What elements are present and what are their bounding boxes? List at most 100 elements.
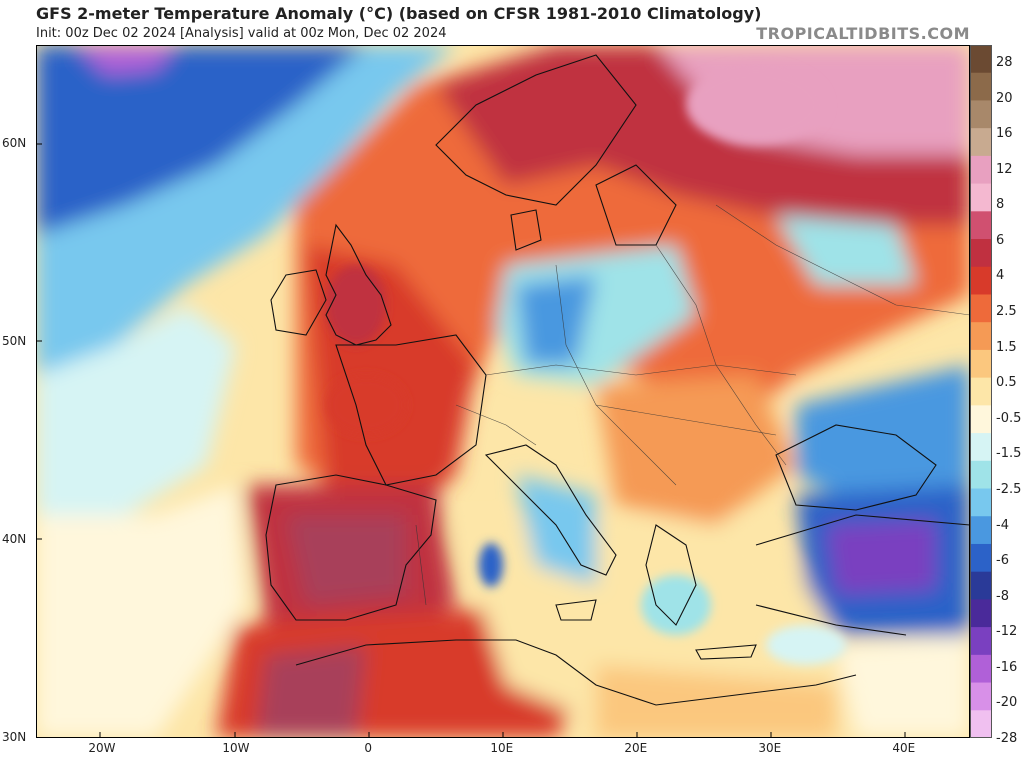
balkans-warm <box>596 375 796 525</box>
colorbar-label: -28 <box>996 731 1018 746</box>
colorbar-swatch <box>970 516 992 545</box>
colorbar-swatch <box>970 239 992 268</box>
norway-coast <box>435 54 637 206</box>
denmark-coast <box>510 209 542 251</box>
black-sea-cool <box>796 365 970 505</box>
colorbar-label: -12 <box>996 624 1018 640</box>
ireland-coast <box>270 269 327 336</box>
lon-label-0: 0 <box>364 741 372 755</box>
greece-cool-cell <box>641 575 711 635</box>
lon-label-10w: 10W <box>222 741 250 755</box>
colorbar-swatch <box>970 155 992 185</box>
lon-label-10e: 10E <box>490 741 514 755</box>
colorbar-label: -20 <box>996 695 1018 711</box>
greece-coast <box>645 524 697 626</box>
colorbar-label: 12 <box>996 161 1013 177</box>
black-sea-coast <box>775 424 937 511</box>
anomaly-map <box>36 45 970 738</box>
colorbar-swatch <box>970 183 992 212</box>
map-panel <box>36 45 970 738</box>
colorbar-swatch <box>970 266 992 296</box>
border-line-5 <box>595 404 777 436</box>
colorbar-label: -2.5 <box>996 481 1022 497</box>
central-europe-cold <box>516 275 596 365</box>
lat-label-40n: 40N <box>2 532 27 546</box>
colorbar-swatch <box>970 488 992 517</box>
colorbar-swatch <box>970 294 992 323</box>
colorbar-label: -0.5 <box>996 410 1022 426</box>
colorbar-label: -6 <box>996 553 1009 569</box>
colorbar-swatch <box>970 322 992 351</box>
anatolia-coldest <box>826 520 936 595</box>
middle-east-mild <box>836 635 970 738</box>
colorbar-label: 6 <box>996 232 1005 248</box>
colorbar-swatch <box>970 627 992 656</box>
sicily-coast <box>555 599 597 621</box>
colorbar <box>970 45 992 738</box>
colorbar-swatch <box>970 100 992 129</box>
greenland-coldest-region <box>76 45 176 75</box>
border-line-4 <box>715 204 970 316</box>
lon-label-20e: 20E <box>624 741 648 755</box>
cyprus-cool-cell <box>766 625 846 665</box>
chart-title: GFS 2-meter Temperature Anomaly (°C) (ba… <box>36 4 762 23</box>
colorbar-swatch <box>970 45 992 74</box>
brand-watermark: TROPICALTIDBITS.COM <box>756 24 970 43</box>
iberia-coast <box>265 474 437 621</box>
anomaly-detail <box>326 65 846 665</box>
borders <box>415 204 970 606</box>
colorbar-swatch <box>970 543 992 573</box>
colorbar-label: 20 <box>996 90 1013 106</box>
colorbar-swatch <box>970 710 992 738</box>
lat-label-50n: 50N <box>2 334 27 348</box>
colorbar-label: 28 <box>996 55 1013 70</box>
colorbar-swatch <box>970 128 992 157</box>
colorbar-label: -16 <box>996 659 1018 675</box>
lon-label-40e: 40E <box>892 741 916 755</box>
colorbar-label: -4 <box>996 517 1009 533</box>
turkey-coast <box>755 514 970 636</box>
lon-label-20w: 20W <box>88 741 116 755</box>
colorbar-label: 2.5 <box>996 304 1017 320</box>
lon-label-30e: 30E <box>758 741 782 755</box>
atlantic-light-region <box>36 305 236 515</box>
map-frame <box>36 45 970 738</box>
crete-coast <box>695 644 757 660</box>
border-line-1 <box>485 364 797 376</box>
colorbar-label: 1.5 <box>996 339 1017 355</box>
colorbar-label: -1.5 <box>996 446 1022 462</box>
coastlines <box>265 54 970 706</box>
ukraine-cool <box>776 215 916 285</box>
france-hot-cell <box>326 375 406 435</box>
france-coast <box>335 334 487 486</box>
colorbar-swatch <box>970 377 992 406</box>
finland-pink-cell <box>686 65 826 145</box>
colorbar-swatch <box>970 682 992 711</box>
iberia-core <box>286 515 406 605</box>
border-line-6 <box>455 404 537 446</box>
north-africa-coast <box>295 639 857 706</box>
border-line-7 <box>415 524 427 606</box>
atlantic-pale-region <box>36 485 246 738</box>
atlantic-deep-cold-region <box>36 45 366 235</box>
colorbar-swatch <box>970 433 992 462</box>
colorbar-label: -8 <box>996 588 1009 604</box>
sardinia-cold-cell <box>479 543 503 587</box>
lat-label-30n: 30N <box>2 730 27 744</box>
colorbar-label: 8 <box>996 197 1005 213</box>
colorbar-swatch <box>970 654 992 684</box>
colorbar-swatch <box>970 405 992 434</box>
lat-label-60n: 60N <box>2 136 27 150</box>
colorbar-frame <box>970 45 992 738</box>
egypt-warm <box>596 665 836 738</box>
italy-coast <box>484 444 617 576</box>
colorbar-label: 0.5 <box>996 375 1017 391</box>
border-line-3 <box>655 244 787 466</box>
colorbar-swatch <box>970 460 992 490</box>
scotland-hot-cell <box>326 265 386 345</box>
baltic-coast <box>595 164 677 246</box>
colorbar-swatch <box>970 72 992 102</box>
colorbar-label: 4 <box>996 268 1005 284</box>
colorbar-swatch <box>970 349 992 379</box>
colorbar-swatch <box>970 571 992 600</box>
